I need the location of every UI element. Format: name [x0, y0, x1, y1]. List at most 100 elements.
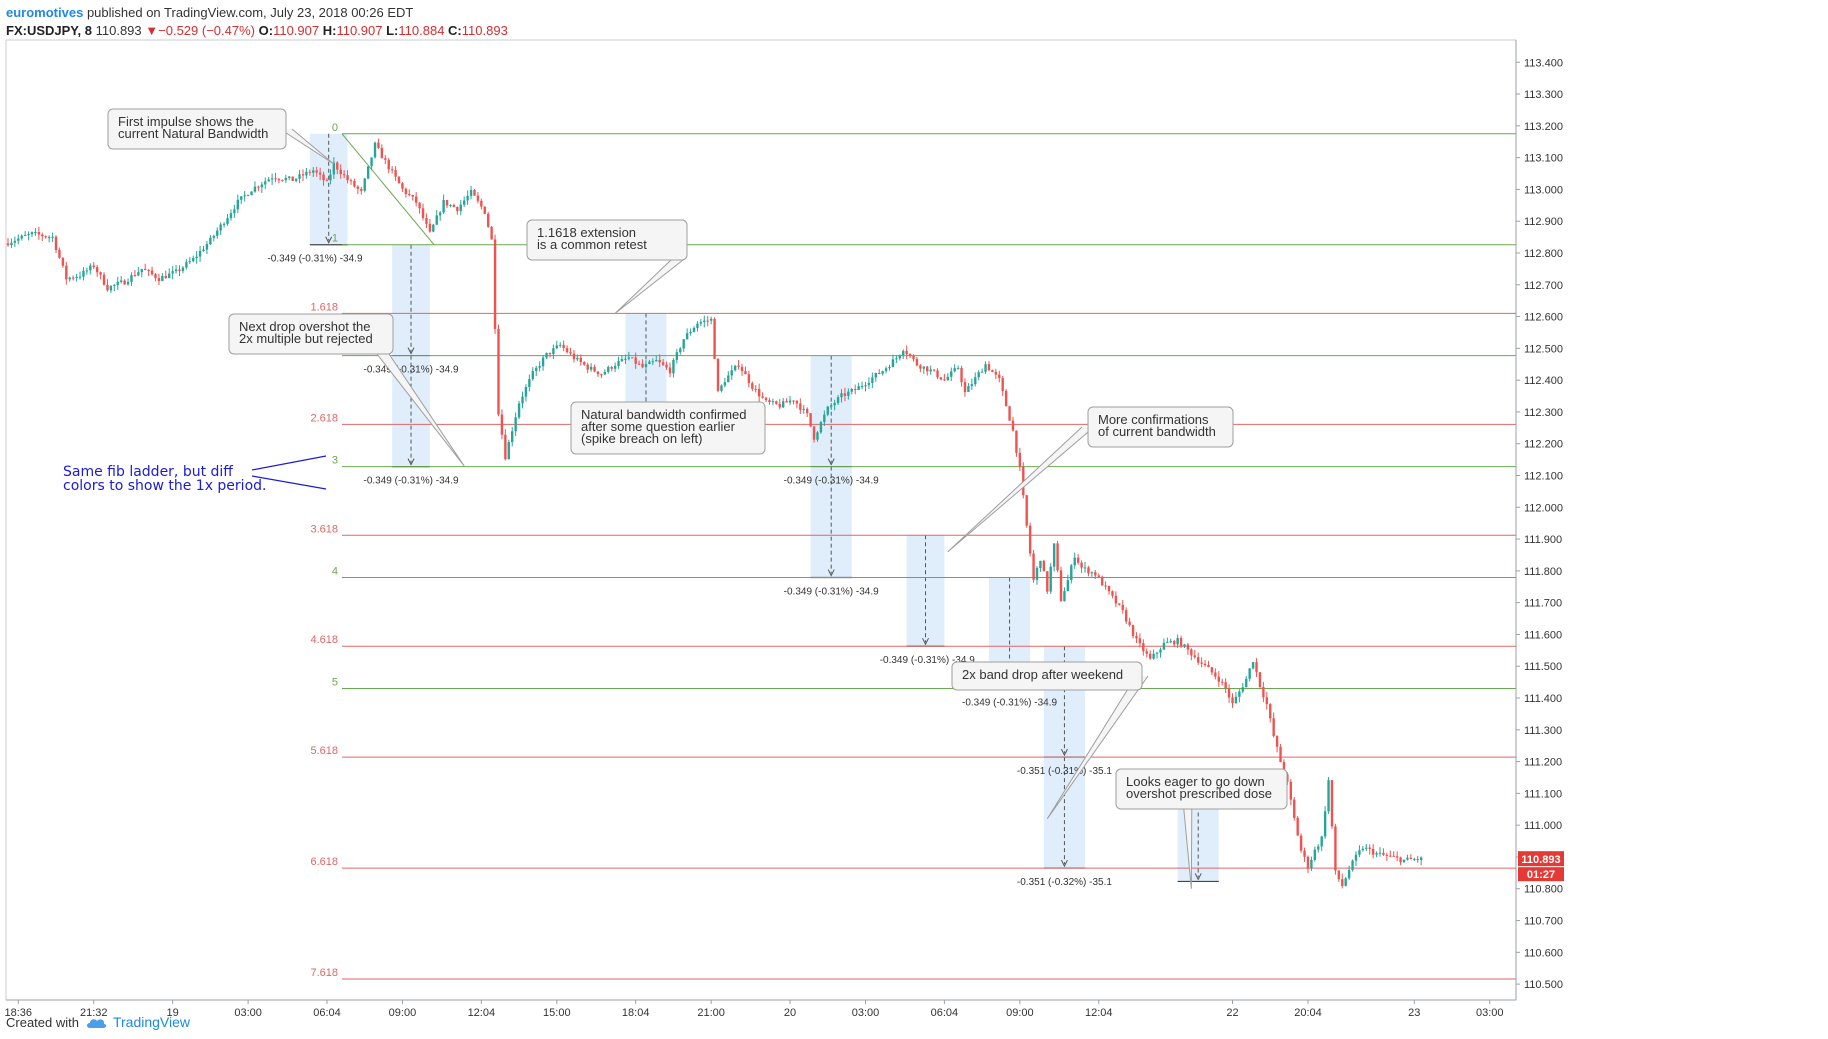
candle-body[interactable] — [483, 206, 486, 214]
candle-body[interactable] — [1018, 452, 1022, 467]
candle-body[interactable] — [696, 323, 699, 328]
candle-body[interactable] — [318, 172, 322, 175]
candle-body[interactable] — [1159, 649, 1162, 653]
candle-body[interactable] — [339, 169, 342, 175]
candle-body[interactable] — [473, 189, 476, 196]
candle-body[interactable] — [620, 358, 624, 362]
candle-body[interactable] — [487, 213, 490, 227]
candle-body[interactable] — [493, 239, 497, 329]
candle-body[interactable] — [1011, 420, 1015, 431]
candle-body[interactable] — [1059, 570, 1063, 602]
candle-body[interactable] — [205, 244, 209, 250]
candle-body[interactable] — [202, 249, 205, 251]
candle-body[interactable] — [692, 327, 696, 332]
candle-body[interactable] — [1368, 847, 1371, 849]
candle-body[interactable] — [980, 371, 984, 373]
candle-body[interactable] — [1227, 688, 1231, 698]
candle-body[interactable] — [71, 277, 75, 279]
candle-body[interactable] — [380, 147, 384, 159]
candle-body[interactable] — [106, 284, 109, 291]
candle-body[interactable] — [164, 275, 167, 279]
candle-body[interactable] — [1293, 799, 1296, 818]
candle-body[interactable] — [1046, 571, 1049, 592]
candle-body[interactable] — [1399, 857, 1402, 863]
candle-body[interactable] — [1073, 557, 1076, 566]
candle-body[interactable] — [613, 365, 617, 369]
candle-body[interactable] — [1121, 604, 1124, 611]
tradingview-brand[interactable]: TradingView — [112, 1014, 191, 1030]
candle-body[interactable] — [181, 267, 185, 271]
candle-body[interactable] — [119, 280, 123, 282]
candle-body[interactable] — [1262, 686, 1265, 698]
candle-body[interactable] — [1032, 553, 1035, 580]
candle-body[interactable] — [1070, 565, 1073, 581]
candle-body[interactable] — [617, 361, 620, 366]
candle-body[interactable] — [188, 261, 191, 263]
candle-body[interactable] — [788, 400, 792, 403]
candle-body[interactable] — [661, 362, 665, 365]
candle-body[interactable] — [253, 186, 257, 192]
candle-body[interactable] — [61, 257, 65, 266]
candle-body[interactable] — [559, 344, 562, 346]
candle-body[interactable] — [1365, 847, 1368, 849]
candle-body[interactable] — [356, 186, 360, 189]
candle-body[interactable] — [353, 180, 356, 187]
candle-body[interactable] — [792, 400, 795, 402]
candle-body[interactable] — [1207, 665, 1210, 668]
candle-body[interactable] — [445, 200, 449, 206]
callout-box[interactable] — [951, 661, 1143, 691]
candle-body[interactable] — [384, 158, 387, 160]
candle-body[interactable] — [116, 281, 119, 285]
candle-body[interactable] — [703, 320, 706, 323]
candle-body[interactable] — [78, 276, 82, 278]
candle-body[interactable] — [1107, 585, 1111, 592]
candle-body[interactable] — [54, 236, 58, 250]
candle-body[interactable] — [610, 367, 613, 369]
candle-body[interactable] — [1337, 870, 1341, 880]
candle-body[interactable] — [926, 366, 929, 372]
candle-body[interactable] — [843, 393, 847, 396]
candle-body[interactable] — [627, 357, 631, 359]
candle-body[interactable] — [939, 377, 943, 380]
candle-body[interactable] — [830, 405, 833, 407]
candle-body[interactable] — [1251, 662, 1255, 669]
candle-body[interactable] — [246, 195, 250, 197]
candle-body[interactable] — [109, 285, 113, 291]
candle-body[interactable] — [826, 406, 829, 415]
candle-body[interactable] — [991, 370, 994, 373]
candle-body[interactable] — [1142, 643, 1145, 652]
candle-body[interactable] — [1169, 641, 1172, 643]
candle-body[interactable] — [1217, 676, 1220, 682]
candle-body[interactable] — [397, 176, 401, 184]
candle-body[interactable] — [1066, 580, 1070, 592]
candle-body[interactable] — [1176, 638, 1179, 645]
candle-body[interactable] — [854, 389, 857, 391]
candle-body[interactable] — [212, 235, 215, 238]
candle-body[interactable] — [113, 284, 116, 286]
candle-body[interactable] — [195, 256, 198, 259]
candle-body[interactable] — [476, 195, 480, 201]
candle-body[interactable] — [1419, 857, 1423, 860]
candle-body[interactable] — [528, 379, 531, 388]
candle-body[interactable] — [260, 184, 264, 188]
candle-body[interactable] — [867, 382, 871, 386]
candle-body[interactable] — [30, 232, 34, 235]
candle-body[interactable] — [1354, 854, 1358, 861]
candle-body[interactable] — [1272, 718, 1275, 737]
candle-body[interactable] — [92, 265, 95, 268]
candle-body[interactable] — [716, 358, 720, 391]
candle-body[interactable] — [517, 403, 521, 418]
candle-body[interactable] — [1382, 852, 1385, 855]
candle-body[interactable] — [644, 364, 648, 368]
candle-body[interactable] — [449, 204, 452, 206]
candle-body[interactable] — [819, 422, 823, 433]
candle-body[interactable] — [1409, 857, 1413, 860]
callout-box[interactable] — [570, 401, 766, 455]
candle-body[interactable] — [154, 274, 157, 279]
candle-body[interactable] — [1155, 652, 1159, 654]
candle-body[interactable] — [1063, 591, 1066, 602]
candle-body[interactable] — [713, 318, 716, 359]
candle-body[interactable] — [902, 350, 905, 356]
candle-body[interactable] — [998, 374, 1001, 379]
candle-body[interactable] — [312, 170, 315, 173]
